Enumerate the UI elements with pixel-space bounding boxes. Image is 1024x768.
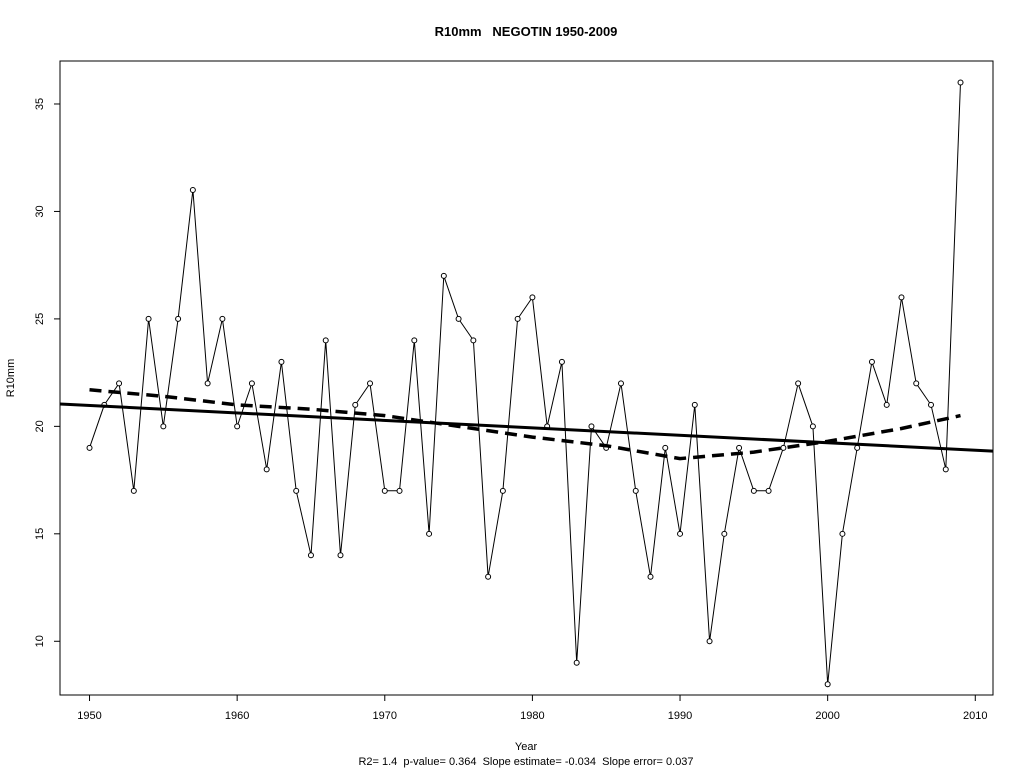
data-point <box>396 487 403 494</box>
data-point <box>86 444 93 451</box>
data-point <box>883 401 890 408</box>
y-axis-label: R10mm <box>5 359 17 398</box>
data-point <box>352 401 359 408</box>
data-point <box>514 315 521 322</box>
data-point <box>529 294 536 301</box>
data-point <box>839 530 846 537</box>
data-point <box>750 487 757 494</box>
x-tick-label: 1960 <box>225 710 249 722</box>
data-point <box>337 552 344 559</box>
data-point <box>440 272 447 279</box>
data-point <box>322 337 329 344</box>
x-axis: 1950 1960 1970 1980 1990 2000 2010 <box>77 695 988 722</box>
data-point <box>485 573 492 580</box>
data-point <box>573 659 580 666</box>
data-point <box>677 530 684 537</box>
data-point <box>426 530 433 537</box>
data-point <box>927 401 934 408</box>
data-point <box>957 79 964 86</box>
x-tick-label: 1970 <box>373 710 397 722</box>
y-axis: 10 15 20 25 30 35 <box>34 98 60 647</box>
data-point <box>411 337 418 344</box>
chart-title: R10mm NEGOTIN 1950-2009 <box>435 24 618 39</box>
trend-line-smoothed <box>89 388 961 461</box>
data-point <box>721 530 728 537</box>
data-point <box>367 380 374 387</box>
data-point <box>381 487 388 494</box>
y-tick-label: 35 <box>34 98 46 110</box>
footer-stats: R2= 1.4 p-value= 0.364 Slope estimate= -… <box>358 756 693 768</box>
data-point <box>780 444 787 451</box>
data-point <box>293 487 300 494</box>
data-point <box>116 380 123 387</box>
data-point <box>662 444 669 451</box>
data-point <box>145 315 152 322</box>
x-tick-label: 1990 <box>668 710 692 722</box>
data-point <box>868 358 875 365</box>
data-point <box>307 552 314 559</box>
data-point <box>234 423 241 430</box>
data-point <box>632 487 639 494</box>
y-tick-label: 20 <box>34 420 46 432</box>
data-point <box>588 423 595 430</box>
data-point <box>499 487 506 494</box>
data-point <box>130 487 137 494</box>
data-point <box>736 444 743 451</box>
y-tick-label: 10 <box>34 635 46 647</box>
data-point <box>455 315 462 322</box>
series-layer <box>59 79 994 688</box>
data-point <box>691 401 698 408</box>
x-axis-label: Year <box>515 741 538 753</box>
data-point <box>160 423 167 430</box>
data-point <box>219 315 226 322</box>
trend-line-linear <box>59 402 994 453</box>
data-point <box>248 380 255 387</box>
data-point <box>278 358 285 365</box>
x-tick-label: 2010 <box>963 710 987 722</box>
data-point <box>809 423 816 430</box>
x-tick-label: 1980 <box>520 710 544 722</box>
data-point <box>204 380 211 387</box>
data-point <box>647 573 654 580</box>
data-point <box>898 294 905 301</box>
data-point <box>824 681 831 688</box>
data-point <box>854 444 861 451</box>
data-point <box>706 638 713 645</box>
data-point <box>558 358 565 365</box>
data-point <box>175 315 182 322</box>
y-tick-label: 30 <box>34 205 46 217</box>
series-line <box>89 82 961 685</box>
data-point <box>913 380 920 387</box>
data-point <box>765 487 772 494</box>
data-point <box>795 380 802 387</box>
y-tick-label: 25 <box>34 313 46 325</box>
data-point <box>942 466 949 473</box>
plot-frame <box>59 60 994 696</box>
data-point <box>189 186 196 193</box>
x-tick-label: 2000 <box>815 710 839 722</box>
data-point <box>263 466 270 473</box>
data-point <box>617 380 624 387</box>
y-tick-label: 15 <box>34 528 46 540</box>
data-point <box>470 337 477 344</box>
x-tick-label: 1950 <box>77 710 101 722</box>
